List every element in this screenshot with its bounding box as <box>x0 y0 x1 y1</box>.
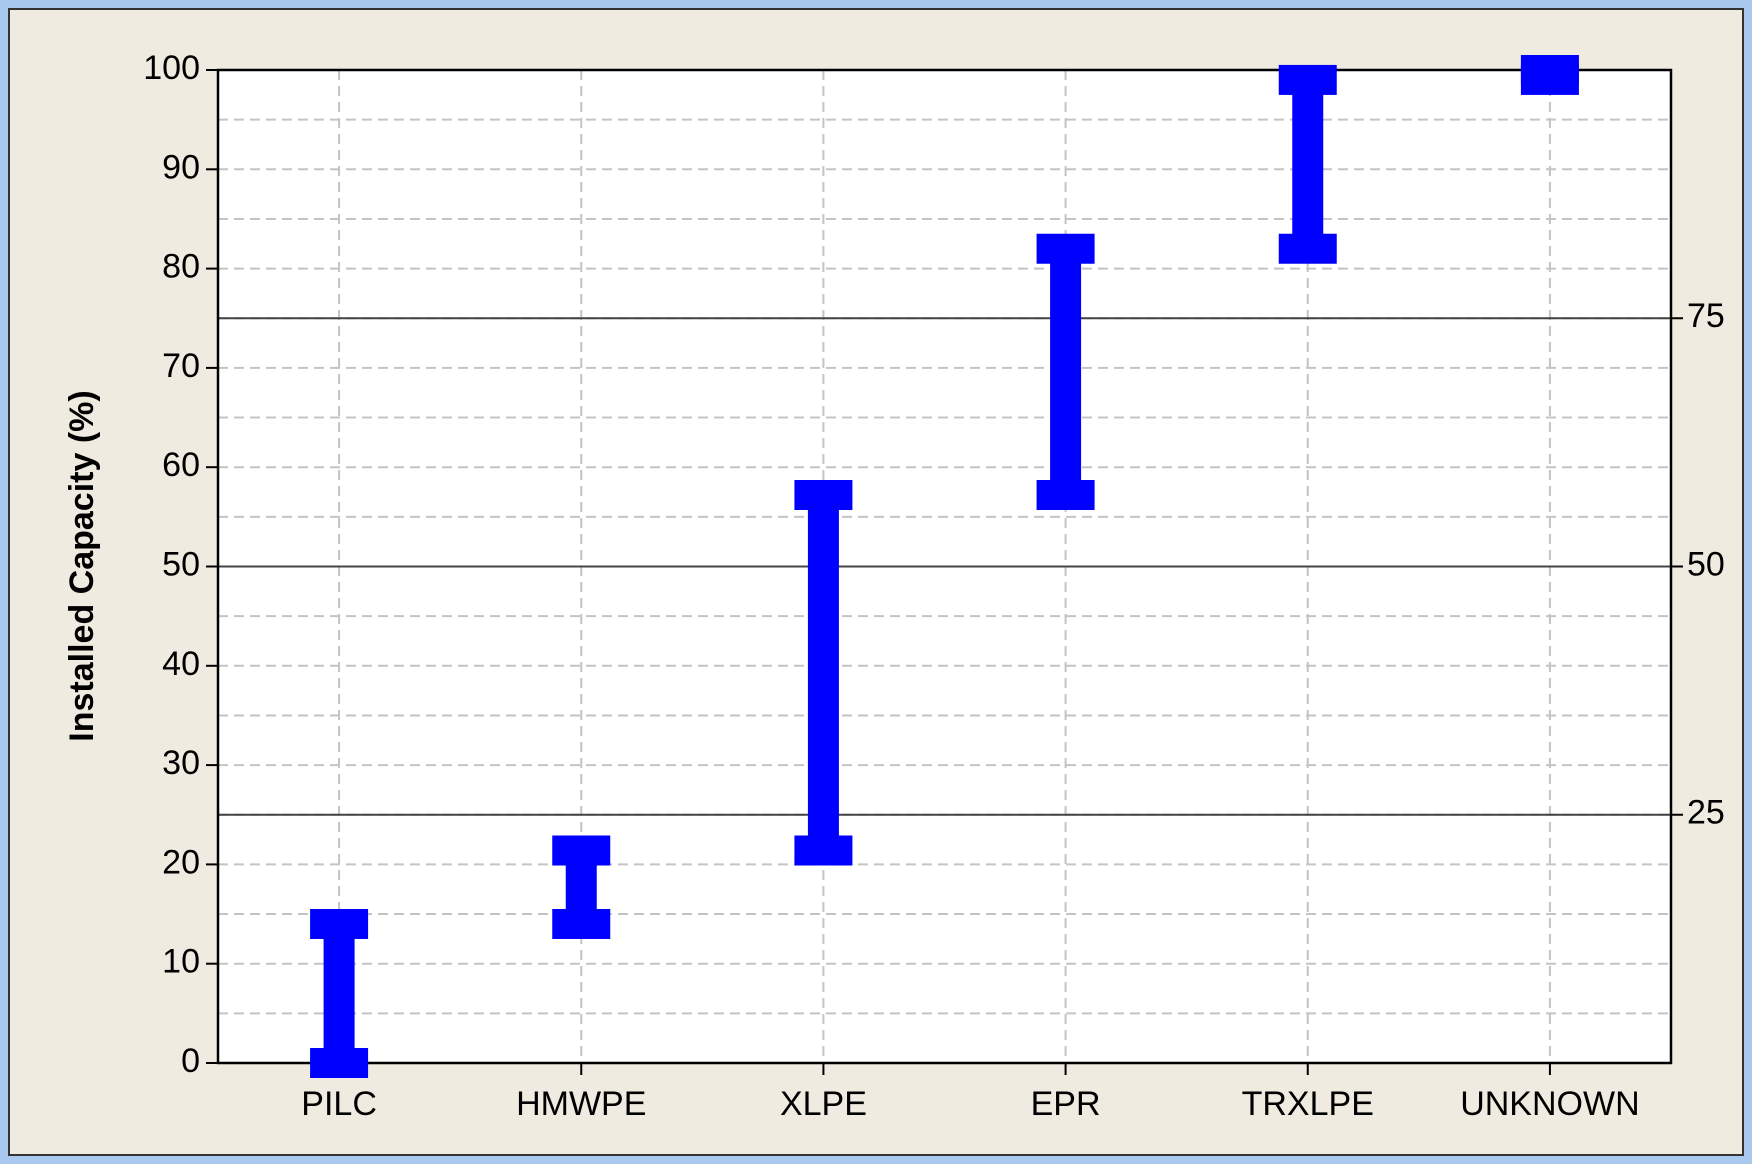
high-cap <box>310 908 369 939</box>
low-cap <box>1278 233 1337 264</box>
range-bar <box>807 495 839 851</box>
y2-tick-label: 75 <box>1687 297 1725 335</box>
low-cap <box>552 908 611 939</box>
range-bar <box>323 923 355 1063</box>
high-cap <box>1520 55 1579 85</box>
x-tick-label: HMWPE <box>516 1085 646 1123</box>
y-tick-label: 90 <box>162 148 200 186</box>
y-tick-label: 30 <box>162 744 200 782</box>
high-cap <box>552 835 611 866</box>
low-cap <box>1036 480 1095 511</box>
high-cap <box>1278 64 1337 95</box>
y-tick-label: 10 <box>162 943 200 981</box>
range-bar <box>1292 79 1324 249</box>
high-cap <box>794 480 853 511</box>
y-tick-label: 0 <box>181 1042 200 1080</box>
low-cap <box>310 1048 369 1078</box>
x-tick-label: UNKNOWN <box>1460 1085 1639 1123</box>
y-tick-label: 40 <box>162 645 200 683</box>
y-tick-label: 20 <box>162 843 200 881</box>
plot-border <box>216 68 1673 1065</box>
y-tick-label: 100 <box>143 49 200 87</box>
y-tick-label: 60 <box>162 446 200 484</box>
x-tick-label: EPR <box>1031 1085 1101 1123</box>
x-tick-label: TRXLPE <box>1242 1085 1374 1123</box>
y2-tick-label: 50 <box>1687 545 1725 583</box>
x-tick-label: XLPE <box>780 1085 867 1123</box>
high-cap <box>1036 233 1095 264</box>
y2-tick-label: 25 <box>1687 794 1725 832</box>
low-cap <box>794 835 853 866</box>
y-axis-label: Installed Capacity (%) <box>63 390 101 741</box>
range-bar <box>1050 248 1082 496</box>
y-tick-label: 50 <box>162 545 200 583</box>
y-tick-label: 80 <box>162 248 200 286</box>
y-tick-label: 70 <box>162 347 200 385</box>
x-tick-label: PILC <box>301 1085 377 1123</box>
